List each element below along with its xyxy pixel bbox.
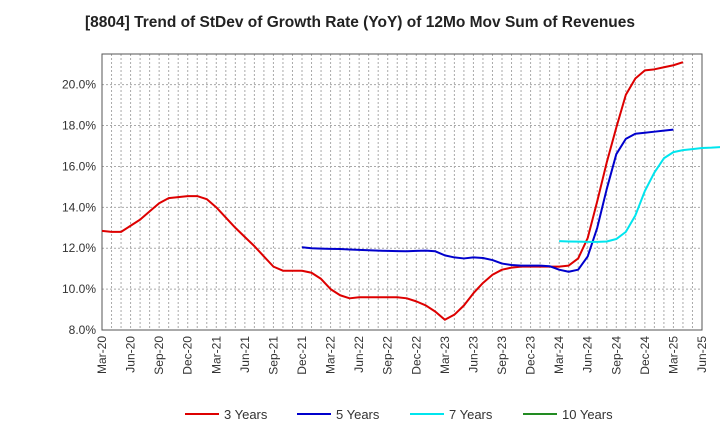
x-tick-label: Mar-23 — [438, 336, 452, 374]
x-tick-label: Mar-22 — [324, 336, 338, 374]
x-tick-label: Jun-21 — [238, 336, 252, 373]
chart-title: [8804] Trend of StDev of Growth Rate (Yo… — [84, 14, 636, 31]
x-tick-label: Dec-21 — [295, 336, 309, 375]
legend-label: 10 Years — [562, 407, 613, 422]
legend-label: 7 Years — [449, 407, 493, 422]
series-line-5-years — [301, 128, 674, 273]
y-tick-label: 14.0% — [62, 200, 96, 214]
x-tick-label: Dec-20 — [181, 336, 195, 375]
plot-frame — [101, 53, 703, 331]
x-tick-label: Dec-22 — [409, 336, 423, 375]
x-tick-label: Mar-25 — [666, 336, 680, 374]
y-tick-label: 16.0% — [62, 159, 96, 173]
x-tick-label: Mar-24 — [552, 336, 566, 374]
y-tick-label: 8.0% — [69, 323, 97, 337]
x-tick-label: Mar-21 — [209, 336, 223, 374]
series-line-3-years — [101, 61, 684, 321]
x-tick-label: Dec-23 — [524, 336, 538, 375]
x-tick-label: Mar-20 — [95, 336, 109, 374]
x-tick-label: Sep-21 — [266, 336, 280, 375]
series-layer — [101, 61, 720, 321]
y-tick-label: 12.0% — [62, 241, 96, 255]
legend-label: 3 Years — [224, 407, 268, 422]
grid-layer — [101, 54, 703, 331]
x-tick-label: Jun-22 — [352, 336, 366, 373]
legend: 3 Years 5 Years 7 Years 10 Years — [185, 407, 613, 422]
x-tick-label: Sep-24 — [609, 336, 623, 375]
y-tick-label: 20.0% — [62, 78, 96, 92]
x-tick-label: Sep-22 — [381, 336, 395, 375]
x-tick-label: Sep-23 — [495, 336, 509, 375]
x-axis: Mar-20 Jun-20 Sep-20 Dec-20 Mar-21 Jun-21 Sep-… — [95, 336, 709, 375]
y-axis: 8.0% 10.0% 12.0% 14.0% 16.0% 18.0% 20.0% — [62, 78, 96, 337]
y-tick-label: 18.0% — [62, 119, 96, 133]
y-tick-label: 10.0% — [62, 282, 96, 296]
x-tick-label: Jun-20 — [124, 336, 138, 373]
legend-label: 5 Years — [336, 407, 380, 422]
x-tick-label: Dec-24 — [638, 336, 652, 375]
x-tick-label: Jun-24 — [581, 336, 595, 373]
x-tick-label: Jun-23 — [466, 336, 480, 373]
x-tick-label: Jun-25 — [695, 336, 709, 373]
x-tick-label: Sep-20 — [152, 336, 166, 375]
series-line-7-years — [559, 146, 720, 243]
